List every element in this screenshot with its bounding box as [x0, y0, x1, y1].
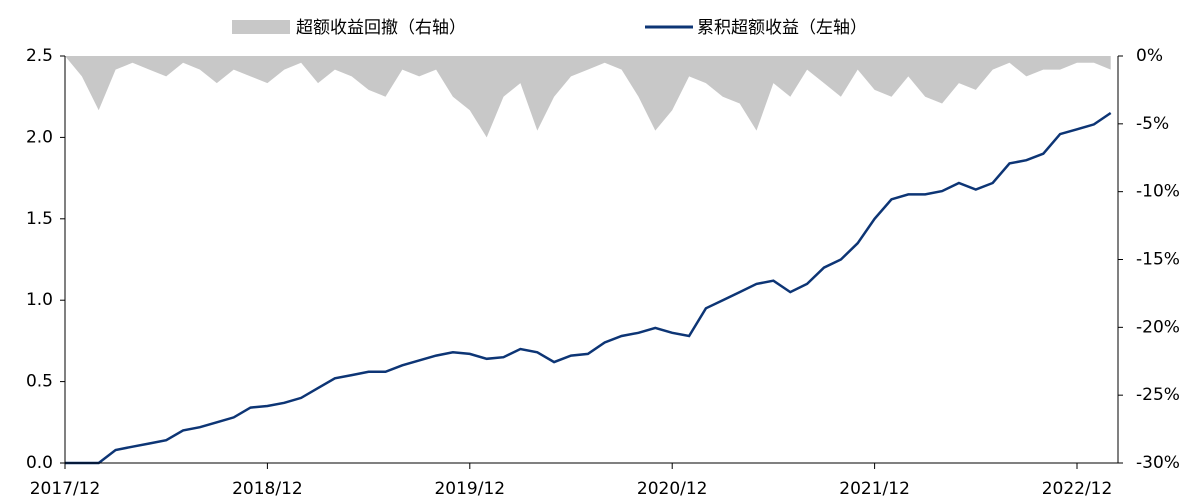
y-tick-label: 0.0 [26, 453, 53, 473]
y-tick-label: 0.5 [26, 372, 53, 392]
legend-label: 超额收益回撤（右轴） [296, 18, 466, 38]
legend-swatch [232, 20, 290, 34]
excess-line [65, 111, 1112, 465]
y2-tick-label: -25% [1136, 385, 1180, 405]
x-tick-label: 2017/12 [30, 479, 101, 499]
y-tick-label: 2.5 [26, 46, 53, 66]
x-tick-label: 2021/12 [839, 479, 910, 499]
y-tick-label: 2.0 [26, 127, 53, 147]
y2-tick-label: -5% [1136, 114, 1169, 134]
drawdown-area [65, 56, 1111, 138]
y-tick-label: 1.0 [26, 290, 53, 310]
y2-tick-label: -20% [1136, 317, 1180, 337]
y-tick-label: 1.5 [26, 209, 53, 229]
y2-tick-label: 0% [1136, 46, 1163, 66]
y2-tick-label: -10% [1136, 182, 1180, 202]
y2-tick-label: -30% [1136, 453, 1180, 473]
x-tick-label: 2018/12 [232, 479, 303, 499]
legend-label: 累积超额收益（左轴） [697, 18, 867, 38]
x-tick-label: 2020/12 [637, 479, 708, 499]
y2-tick-label: -15% [1136, 250, 1180, 270]
x-tick-label: 2019/12 [434, 479, 505, 499]
x-tick-label: 2022/12 [1042, 479, 1113, 499]
